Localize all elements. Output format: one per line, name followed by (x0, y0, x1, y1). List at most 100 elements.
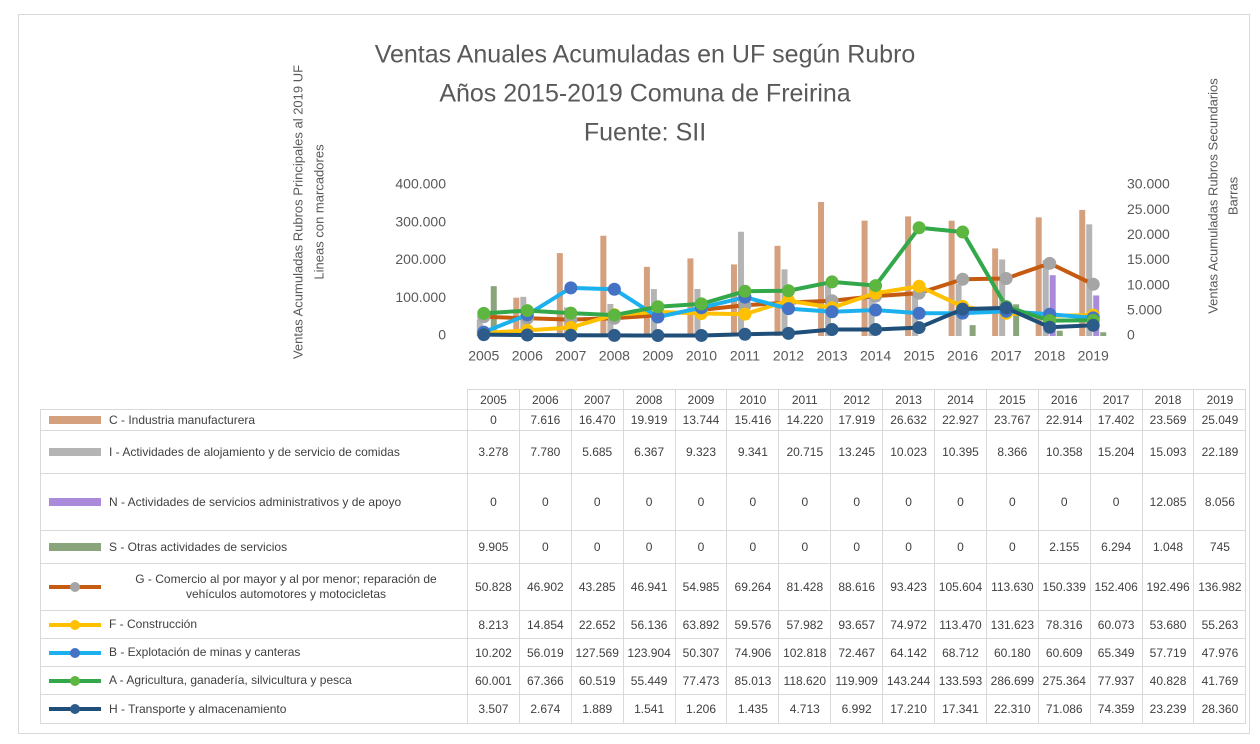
x-tick-label: 2015 (904, 348, 935, 364)
legend-marker (70, 619, 80, 630)
value-cell: 105.604 (934, 563, 987, 611)
marker (607, 328, 621, 342)
header-cell: 2008 (622, 389, 676, 410)
value-cell: 3.507 (467, 694, 520, 724)
value-cell: 4.713 (778, 694, 832, 724)
value-cell: 0 (830, 473, 884, 531)
header-cell: 2005 (467, 389, 520, 410)
x-tick-label: 2017 (991, 348, 1022, 364)
y-tick-label: 100.000 (395, 289, 446, 305)
value-cell: 143.244 (882, 666, 936, 695)
value-cell: 63.892 (674, 610, 728, 639)
bar (992, 248, 999, 336)
legend-cell: A - Agricultura, ganadería, silvicultura… (40, 666, 468, 695)
legend-key (49, 498, 101, 506)
value-cell: 74.359 (1089, 694, 1143, 724)
marker (956, 225, 970, 239)
legend-cell: N - Actividades de servicios administrat… (40, 473, 468, 531)
table-row: N - Actividades de servicios administrat… (40, 473, 1247, 531)
value-cell: 10.202 (467, 638, 520, 667)
marker (564, 328, 578, 342)
value-cell: 22.189 (1193, 430, 1247, 474)
marker (651, 310, 665, 324)
value-cell: 1.541 (622, 694, 676, 724)
value-cell: 54.985 (674, 563, 728, 611)
y2-axis-title: Barras (1225, 176, 1240, 215)
header-cell: 2018 (1141, 389, 1195, 410)
value-cell: 50.307 (674, 638, 728, 667)
value-cell: 1.048 (1141, 530, 1195, 564)
value-cell: 2.674 (518, 694, 572, 724)
value-cell: 17.210 (882, 694, 936, 724)
marker (912, 306, 926, 320)
legend-key (49, 647, 101, 658)
legend-label: F - Construcción (109, 617, 198, 631)
legend-label: I - Actividades de alojamiento y de serv… (109, 444, 400, 459)
marker (738, 307, 752, 321)
legend-cell: I - Actividades de alojamiento y de serv… (40, 430, 468, 474)
legend-key (49, 675, 101, 686)
table-row: B - Explotación de minas y canteras 10.20… (40, 638, 1247, 667)
table-row: A - Agricultura, ganadería, silvicultura… (40, 666, 1247, 695)
value-cell: 46.902 (518, 563, 572, 611)
value-cell: 0 (778, 530, 832, 564)
legend-swatch (49, 543, 101, 551)
header-cell: 2016 (1037, 389, 1091, 410)
value-cell: 0 (778, 473, 832, 531)
value-cell: 286.699 (985, 666, 1039, 695)
marker (912, 279, 926, 293)
table-row: S - Otras actividades de servicios 9.905 0… (40, 530, 1247, 564)
value-cell: 5.685 (570, 430, 624, 474)
marker (651, 300, 665, 314)
value-cell: 60.001 (467, 666, 520, 695)
value-cell: 55.449 (622, 666, 676, 695)
value-cell: 113.470 (934, 610, 987, 639)
bar (1100, 332, 1107, 336)
value-cell: 15.093 (1141, 430, 1195, 474)
header-cell: 2009 (674, 389, 728, 410)
marker (651, 329, 665, 343)
value-cell: 60.073 (1089, 610, 1143, 639)
marker (999, 301, 1013, 315)
value-cell: 81.428 (778, 563, 832, 611)
value-cell: 119.909 (830, 666, 884, 695)
value-cell: 102.818 (778, 638, 832, 667)
value-cell: 0 (1089, 473, 1143, 531)
value-cell: 8.366 (985, 430, 1039, 474)
value-cell: 133.593 (934, 666, 987, 695)
value-cell: 78.316 (1037, 610, 1091, 639)
value-cell: 77.937 (1089, 666, 1143, 695)
value-cell: 10.395 (934, 430, 987, 474)
value-cell: 23.239 (1141, 694, 1195, 724)
header-cell: 2013 (882, 389, 936, 410)
value-cell: 131.623 (985, 610, 1039, 639)
legend-entry: I - Actividades de alojamiento y de serv… (45, 445, 463, 460)
x-tick-label: 2013 (816, 348, 847, 364)
value-cell: 0 (726, 530, 780, 564)
value-cell: 56.136 (622, 610, 676, 639)
value-cell: 127.569 (570, 638, 624, 667)
table-row: C - Industria manufacturera 0 7.616 16.470 1… (40, 409, 1247, 431)
value-cell: 77.473 (674, 666, 728, 695)
value-cell: 6.367 (622, 430, 676, 474)
y2-tick-label: 20.000 (1127, 226, 1170, 242)
legend-cell: S - Otras actividades de servicios (40, 530, 468, 564)
value-cell: 0 (570, 530, 624, 564)
bar (737, 231, 744, 336)
value-cell: 55.263 (1193, 610, 1247, 639)
value-cell: 136.982 (1193, 563, 1247, 611)
bar (861, 220, 868, 336)
value-cell: 15.416 (726, 409, 780, 431)
legend-entry: H - Transporte y almacenamiento (45, 702, 463, 717)
legend-key (49, 704, 101, 714)
y2-tick-label: 10.000 (1127, 276, 1170, 292)
marker (782, 284, 795, 298)
x-tick-label: 2006 (512, 348, 543, 364)
value-cell: 118.620 (778, 666, 832, 695)
y-tick-label: 300.000 (395, 213, 446, 229)
y2-tick-label: 30.000 (1127, 176, 1170, 192)
value-cell: 9.341 (726, 430, 780, 474)
legend-label: H - Transporte y almacenamiento (109, 701, 287, 716)
legend-cell: C - Industria manufacturera (40, 409, 468, 431)
value-cell: 0 (674, 530, 728, 564)
